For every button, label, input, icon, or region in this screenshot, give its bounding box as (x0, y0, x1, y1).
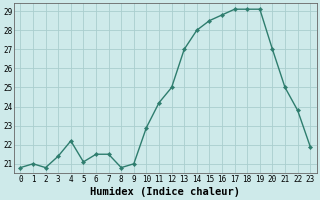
X-axis label: Humidex (Indice chaleur): Humidex (Indice chaleur) (90, 186, 240, 197)
